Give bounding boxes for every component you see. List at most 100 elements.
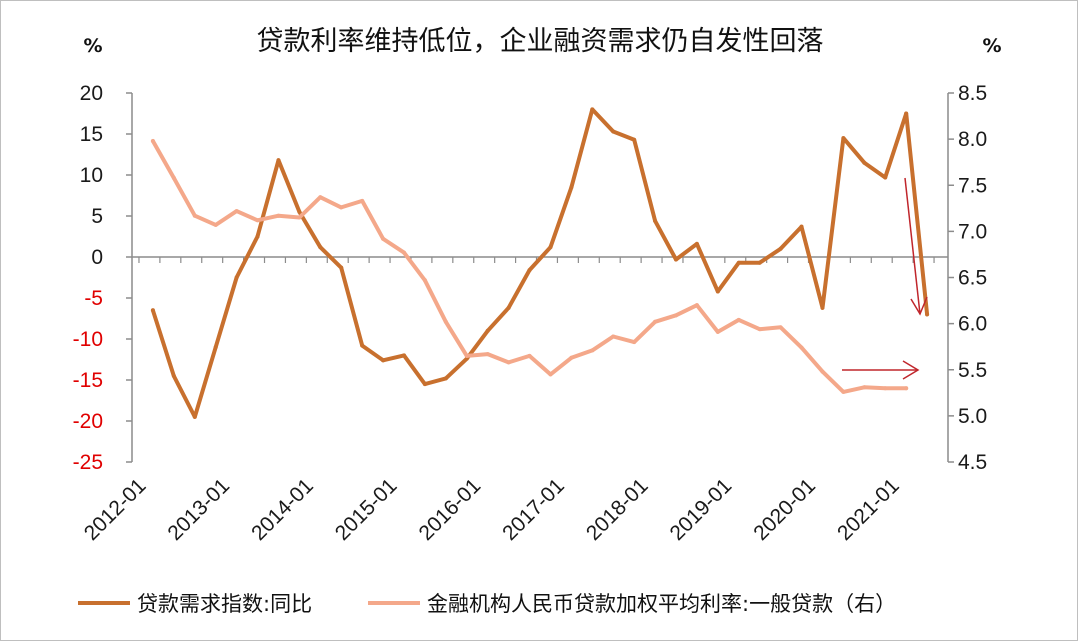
legend-label-loan-demand: 贷款需求指数:同比 [137,592,312,616]
loan-demand-point [757,260,762,265]
loan-demand-point [150,308,155,313]
loan-demand-point [904,111,909,116]
left-tick-label: -25 [73,451,103,474]
right-axis-unit: % [982,35,1001,57]
loan-demand-point [694,241,699,246]
loan-demand-point [736,260,741,265]
loan-demand-point [192,414,197,419]
loan-rate-point [904,386,909,391]
loan-demand-point [548,245,553,250]
loan-rate-point [799,345,804,350]
loan-rate-point [464,353,469,358]
loan-demand-point [297,209,302,214]
right-tick-label: 7.0 [958,220,987,243]
down-arrow-head [910,296,928,316]
loan-rate-point [590,348,595,353]
loan-demand-point [318,245,323,250]
loan-rate-point [862,385,867,390]
left-axis-unit: % [83,35,102,57]
x-tick-label: 2013-01 [163,474,234,545]
loan-rate-point [757,327,762,332]
loan-demand-point [422,382,427,387]
loan-demand-point [402,353,406,358]
loan-demand-point [925,312,930,317]
left-tick-label: 15 [80,123,103,146]
loan-rate-point [841,389,846,394]
loan-rate-point [548,372,553,377]
loan-demand-point [381,358,386,363]
x-tick-label: 2016-01 [415,474,486,545]
loan-demand-point [171,373,176,378]
loan-rate-point [402,250,406,255]
loan-demand-point [255,234,260,239]
x-tick-label: 2014-01 [247,474,318,545]
loan-rate-point [611,334,616,339]
loan-rate-point [360,198,365,203]
x-tick-label: 2015-01 [331,474,402,545]
series-layer [150,107,930,419]
loan-demand-point [339,265,344,270]
loan-demand-point [883,175,888,180]
loan-demand-point [360,343,365,348]
loan-demand-point [506,305,511,310]
x-tick-label: 2012-01 [80,474,151,545]
loan-rate-point [506,360,511,365]
right-tick-label: 8.0 [958,128,987,151]
loan-rate-point [653,319,658,324]
axes: 20 15 10 5 0 -5 -10 -15 -20 -25 8.5 8.0 7.5 7.0 6.5 6.0… [73,82,988,545]
loan-demand-point [590,107,595,112]
loan-rate-point [632,340,637,345]
loan-demand-point [799,224,804,229]
loan-rate-point [778,325,783,330]
loan-rate-point [318,195,323,200]
loan-rate-point [527,353,532,358]
x-tick-label: 2017-01 [498,474,569,545]
loan-rate-point [276,213,281,218]
loan-rate-point [297,215,302,220]
right-tick-label: 8.5 [958,82,987,105]
loan-rate-point [255,218,260,223]
loan-demand-point [820,305,825,310]
loan-rate-point [213,222,218,227]
legend-label-loan-rate: 金融机构人民币贷款加权平均利率:一般贷款（右） [427,592,896,616]
loan-rate-point [339,205,344,210]
loan-demand-line [150,107,930,419]
loan-rate-point [171,175,176,180]
loan-rate-point [381,236,386,241]
loan-demand-point [276,158,281,163]
loan-rate-point [569,355,574,360]
loan-demand-point [841,136,846,141]
right-arrow-head [902,360,920,380]
loan-rate-point [883,386,888,391]
left-tick-label: 5 [91,205,103,228]
left-tick-label: -5 [84,287,103,310]
loan-rate-point [485,352,490,357]
loan-demand-point [862,160,867,165]
loan-demand-point [527,268,532,273]
x-tick-label: 2019-01 [666,474,737,545]
loan-demand-point [632,137,637,142]
loan-demand-point [485,328,490,333]
loan-demand-point [443,376,448,381]
right-tick-label: 7.5 [958,174,987,197]
right-tick-label: 5.0 [958,405,987,428]
left-tick-label: 10 [80,164,103,187]
loan-rate-point [234,209,239,214]
down-arrow-shaft [904,177,921,315]
loan-rate-point [150,138,155,143]
loan-rate-point [674,313,678,318]
loan-demand-point [715,289,720,294]
loan-demand-point [778,246,783,251]
right-tick-label: 6.0 [958,313,987,336]
left-tick-label: 20 [80,82,103,105]
chart-title: 贷款利率维持低位，企业融资需求仍自发性回落 [257,26,824,57]
annotation-layer [842,177,928,380]
left-tick-label: -20 [73,410,103,433]
loan-demand-point [674,257,678,262]
loan-demand-point [611,129,616,134]
left-tick-label: -10 [73,328,103,351]
loan-rate-point [820,369,825,374]
left-tick-label: -15 [73,369,103,392]
